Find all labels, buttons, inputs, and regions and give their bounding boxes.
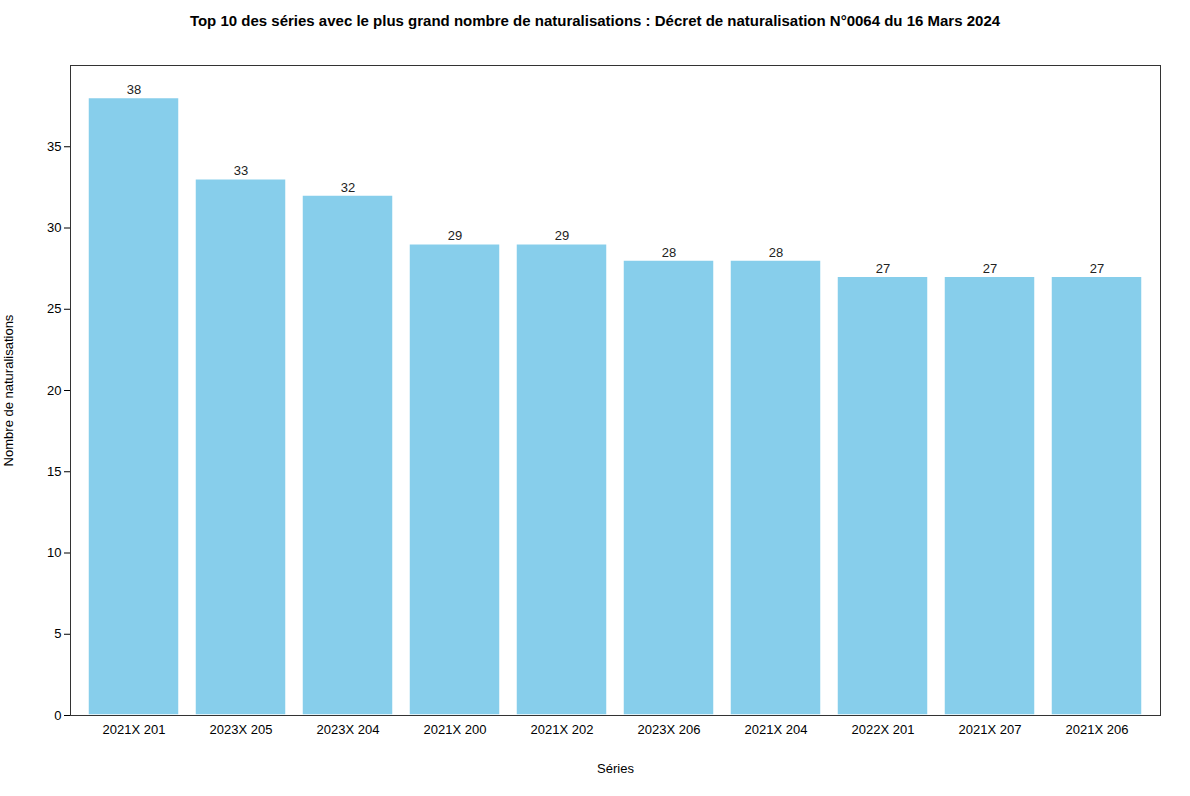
svg-text:15: 15 — [47, 464, 61, 479]
svg-text:27: 27 — [876, 261, 890, 276]
svg-text:2021X 201: 2021X 201 — [103, 722, 166, 737]
svg-text:5: 5 — [54, 626, 61, 641]
svg-text:2021X 204: 2021X 204 — [745, 722, 808, 737]
svg-text:Nombre de naturalisations: Nombre de naturalisations — [1, 314, 16, 466]
svg-text:2023X 204: 2023X 204 — [317, 722, 380, 737]
svg-text:27: 27 — [1090, 261, 1104, 276]
svg-text:28: 28 — [662, 245, 676, 260]
svg-text:2022X 201: 2022X 201 — [852, 722, 915, 737]
svg-text:10: 10 — [47, 545, 61, 560]
svg-text:35: 35 — [47, 139, 61, 154]
svg-text:2023X 205: 2023X 205 — [210, 722, 273, 737]
svg-text:28: 28 — [769, 245, 783, 260]
svg-text:25: 25 — [47, 301, 61, 316]
svg-text:32: 32 — [341, 180, 355, 195]
svg-text:20: 20 — [47, 383, 61, 398]
svg-text:0: 0 — [54, 708, 61, 723]
svg-text:30: 30 — [47, 220, 61, 235]
svg-text:33: 33 — [234, 163, 248, 178]
svg-text:29: 29 — [448, 228, 462, 243]
svg-text:Séries: Séries — [597, 761, 634, 776]
svg-text:29: 29 — [555, 228, 569, 243]
html-text:Top 10 des séries avec le plus: Top 10 des séries avec le plus grand nom… — [189, 12, 1001, 29]
svg-text:2021X 207: 2021X 207 — [959, 722, 1022, 737]
svg-text:2023X 206: 2023X 206 — [638, 722, 701, 737]
svg-text:27: 27 — [983, 261, 997, 276]
svg-text:2021X 200: 2021X 200 — [424, 722, 487, 737]
svg-text:2021X 206: 2021X 206 — [1066, 722, 1129, 737]
svg-text:38: 38 — [127, 82, 141, 97]
svg-text:2021X 202: 2021X 202 — [531, 722, 594, 737]
